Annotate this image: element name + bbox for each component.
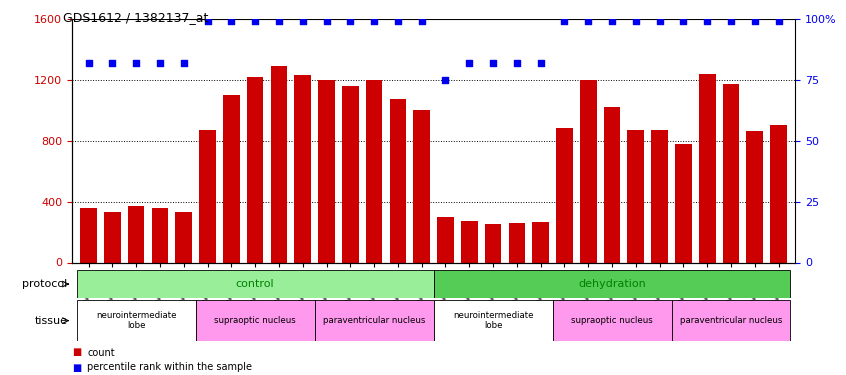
Point [629, 18, 643, 24]
Text: dehydration: dehydration [578, 279, 645, 289]
Point [510, 60, 524, 66]
Bar [223, 95, 239, 262]
Bar [365, 80, 382, 262]
Text: percentile rank within the sample: percentile rank within the sample [87, 363, 252, 372]
Bar [433, 270, 790, 298]
Bar [80, 208, 97, 262]
Point [296, 18, 310, 24]
Text: paraventricular nucleus: paraventricular nucleus [323, 316, 426, 325]
Bar [770, 125, 787, 262]
Bar [77, 300, 195, 341]
Point [700, 18, 714, 24]
Bar [294, 75, 311, 262]
Point [724, 18, 738, 24]
Text: ■: ■ [72, 348, 81, 357]
Bar [271, 66, 288, 262]
Bar [604, 107, 620, 262]
Point [439, 77, 453, 83]
Point [153, 60, 167, 66]
Text: tissue: tissue [35, 316, 68, 326]
Point [177, 60, 190, 66]
Text: control: control [236, 279, 274, 289]
Point [249, 18, 262, 24]
Bar [199, 130, 216, 262]
Point [415, 18, 428, 24]
Point [82, 60, 96, 66]
Bar [675, 144, 692, 262]
Bar [77, 270, 433, 298]
Point [272, 18, 286, 24]
Bar [552, 300, 672, 341]
Bar [151, 209, 168, 262]
Text: neurointermediate
lobe: neurointermediate lobe [96, 311, 177, 330]
Point [772, 18, 785, 24]
Bar [195, 300, 315, 341]
Text: GDS1612 / 1382137_at: GDS1612 / 1382137_at [63, 11, 209, 24]
Bar [342, 86, 359, 262]
Bar [722, 84, 739, 262]
Bar [461, 221, 478, 262]
Bar [104, 212, 121, 262]
Bar [389, 99, 406, 262]
Point [106, 60, 119, 66]
Bar [651, 130, 668, 262]
Bar [433, 300, 552, 341]
Text: protocol: protocol [23, 279, 68, 289]
Point [605, 18, 618, 24]
Text: neurointermediate
lobe: neurointermediate lobe [453, 311, 533, 330]
Bar [746, 132, 763, 262]
Point [581, 18, 595, 24]
Point [653, 18, 667, 24]
Point [534, 60, 547, 66]
Bar [508, 223, 525, 262]
Bar [532, 222, 549, 262]
Bar [318, 80, 335, 262]
Text: paraventricular nucleus: paraventricular nucleus [680, 316, 783, 325]
Point [463, 60, 476, 66]
Bar [247, 76, 263, 262]
Bar [128, 206, 145, 262]
Bar [672, 300, 790, 341]
Bar [315, 300, 433, 341]
Text: ■: ■ [72, 363, 81, 372]
Point [201, 18, 214, 24]
Bar [556, 128, 573, 262]
Point [391, 18, 404, 24]
Point [486, 60, 500, 66]
Point [558, 18, 571, 24]
Point [129, 60, 143, 66]
Point [367, 18, 381, 24]
Text: count: count [87, 348, 115, 357]
Bar [699, 74, 716, 262]
Bar [175, 212, 192, 262]
Bar [628, 130, 644, 262]
Text: supraoptic nucleus: supraoptic nucleus [571, 316, 653, 325]
Point [320, 18, 333, 24]
Bar [485, 224, 502, 262]
Bar [414, 110, 430, 262]
Bar [437, 217, 453, 262]
Text: supraoptic nucleus: supraoptic nucleus [214, 316, 296, 325]
Point [224, 18, 238, 24]
Point [343, 18, 357, 24]
Bar [580, 80, 596, 262]
Point [748, 18, 761, 24]
Point [677, 18, 690, 24]
